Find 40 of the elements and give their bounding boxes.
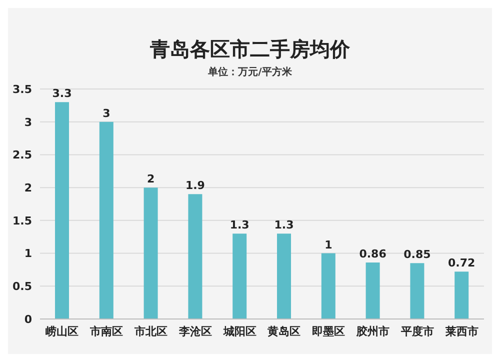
- x-tick-label: 崂山区: [46, 324, 79, 338]
- x-tick-label: 城阳区: [222, 324, 256, 338]
- y-tick-label: 3.5: [12, 82, 32, 96]
- data-label: 3: [102, 106, 110, 120]
- bar: [144, 188, 158, 319]
- bar: [55, 102, 69, 319]
- y-tick-label: 3: [24, 116, 32, 129]
- y-tick-label: 0.5: [12, 280, 32, 294]
- x-tick-label: 李沧区: [178, 324, 212, 338]
- bar: [454, 272, 469, 319]
- bar: [366, 262, 380, 319]
- x-tick-label: 即墨区: [312, 324, 346, 338]
- y-tick-label: 1: [24, 247, 32, 260]
- data-label: 3.3: [52, 87, 72, 100]
- y-tick-label: 0: [24, 312, 32, 326]
- bar: [410, 263, 424, 319]
- x-tick-label: 胶州市: [356, 324, 390, 338]
- chart-subtitle: 单位：万元/平方米: [207, 65, 293, 79]
- x-tick-label: 市北区: [134, 324, 168, 338]
- bar: [277, 234, 291, 319]
- data-label: 1.3: [230, 218, 250, 232]
- y-tick-label: 2.5: [12, 148, 32, 162]
- bar: [99, 122, 114, 319]
- data-label: 2: [146, 172, 155, 186]
- y-tick-label: 2: [24, 181, 32, 194]
- data-label: 1.9: [185, 179, 205, 192]
- data-label: 1: [324, 238, 332, 252]
- bar: [321, 253, 336, 319]
- bar: [188, 194, 202, 319]
- x-tick-label: 黄岛区: [266, 324, 301, 338]
- chart-title: 青岛各区市二手房均价: [149, 36, 351, 63]
- data-label: 0.85: [404, 248, 431, 262]
- x-tick-label: 市南区: [89, 324, 124, 338]
- bar: [232, 234, 247, 319]
- y-tick-label: 1.5: [12, 214, 32, 228]
- data-label: 0.86: [359, 247, 387, 260]
- data-label: 1.3: [274, 218, 294, 232]
- data-label: 0.72: [448, 256, 476, 270]
- x-tick-label: 平度市: [400, 324, 434, 338]
- x-tick-label: 莱西市: [444, 324, 478, 338]
